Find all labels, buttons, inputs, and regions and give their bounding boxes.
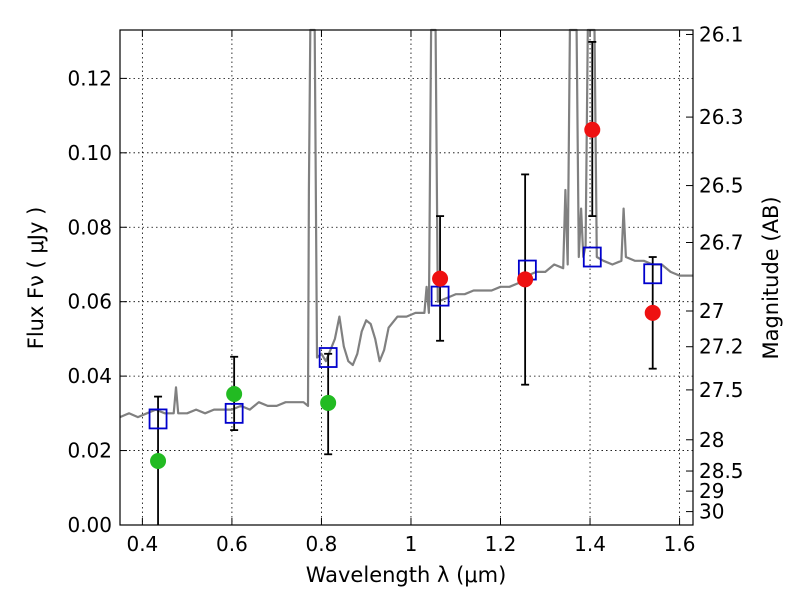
y-axis-left: 0.00 0.02 0.04 0.06 0.08 0.10 0.12 bbox=[67, 66, 127, 537]
y-axis-label: Flux Fν ( μJy ) bbox=[24, 207, 48, 350]
y-tick-label: 0.06 bbox=[67, 290, 112, 314]
y-right-tick-label: 26.5 bbox=[699, 174, 744, 198]
y-right-tick-label: 28.5 bbox=[699, 459, 744, 483]
y-tick-label: 0.00 bbox=[67, 513, 112, 537]
observed-photometry-point bbox=[320, 394, 337, 411]
x-axis: 0.4 0.6 0.8 1 1.2 1.4 1.6 bbox=[126, 30, 695, 556]
y-axis-right-label: Magnitude (AB) bbox=[759, 196, 783, 359]
observed-photometry-point bbox=[644, 304, 661, 321]
y-tick-label: 0.12 bbox=[67, 66, 112, 90]
observed-photometry-point bbox=[150, 452, 167, 469]
model-photometry-point bbox=[582, 246, 602, 268]
spectrum-line bbox=[119, 28, 693, 419]
y-tick-label: 0.08 bbox=[67, 215, 112, 239]
y-right-tick-label: 26.7 bbox=[699, 231, 744, 255]
observed-photometry-point bbox=[432, 270, 449, 287]
model-photometry-point bbox=[643, 263, 663, 285]
y-right-tick-label: 27.2 bbox=[699, 335, 744, 359]
model-photometry-point bbox=[148, 408, 168, 430]
x-tick-label: 1.6 bbox=[664, 532, 696, 556]
observed-photometry-point bbox=[584, 121, 601, 138]
observed-photometry-layer bbox=[150, 121, 661, 469]
y-right-tick-label: 30 bbox=[699, 500, 724, 524]
x-tick-label: 1 bbox=[405, 532, 418, 556]
observed-photometry-point bbox=[517, 271, 534, 288]
spectrum-layer bbox=[119, 28, 693, 419]
y-tick-label: 0.10 bbox=[67, 141, 112, 165]
y-right-tick-label: 26.1 bbox=[699, 22, 744, 46]
y-right-tick-label: 26.3 bbox=[699, 105, 744, 129]
y-tick-label: 0.02 bbox=[67, 439, 112, 463]
y-right-tick-label: 27 bbox=[699, 299, 724, 323]
model-photometry-point bbox=[224, 402, 244, 424]
x-tick-label: 1.2 bbox=[485, 532, 517, 556]
y-right-tick-label: 29 bbox=[699, 479, 724, 503]
x-tick-label: 0.6 bbox=[216, 532, 248, 556]
x-tick-label: 1.4 bbox=[574, 532, 606, 556]
model-photometry-layer bbox=[148, 246, 663, 430]
errorbar-layer bbox=[154, 41, 657, 525]
y-right-tick-label: 28 bbox=[699, 428, 724, 452]
plot-frame bbox=[119, 29, 694, 526]
x-tick-label: 0.4 bbox=[126, 532, 158, 556]
grid bbox=[120, 30, 693, 526]
x-tick-label: 0.8 bbox=[306, 532, 338, 556]
model-photometry-point bbox=[318, 347, 338, 368]
observed-photometry-point bbox=[226, 385, 243, 402]
y-right-tick-label: 27.5 bbox=[699, 378, 744, 402]
y-tick-label: 0.04 bbox=[67, 364, 112, 388]
x-axis-label: Wavelength λ (μm) bbox=[306, 563, 507, 587]
